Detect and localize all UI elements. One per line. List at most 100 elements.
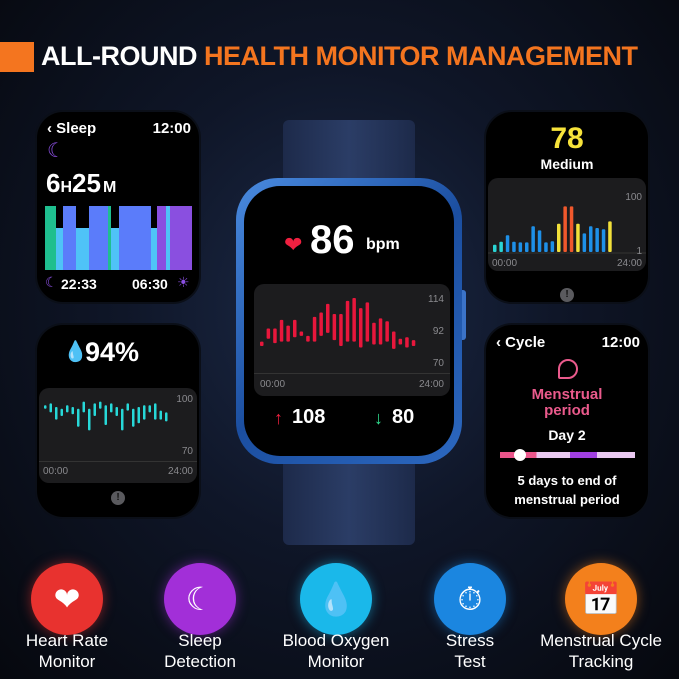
heart-rate-bar: [352, 298, 356, 342]
heart-rate-bar: [385, 321, 389, 342]
sleep-stage-segment: [170, 206, 192, 270]
x-start-label: 00:00: [260, 379, 286, 390]
spo2-bar: [77, 408, 80, 427]
sleep-stage-segment: [111, 228, 120, 270]
cycle-card: ‹ Cycle 12:00 Menstrual period Day 2 5 d…: [486, 325, 648, 517]
spo2-bar: [104, 405, 107, 425]
spo2-bar: [121, 408, 124, 431]
page-title: ALL-ROUND HEALTH MONITOR MANAGEMENT: [41, 41, 638, 72]
x-end-label: 24:00: [418, 379, 444, 390]
wake-time: 06:30: [132, 276, 168, 292]
sleep-stage-segment: [45, 206, 57, 270]
stress-bar: [544, 242, 548, 252]
title-orange: HEALTH MONITOR MANAGEMENT: [204, 41, 638, 71]
droplet-icon: 💧: [316, 581, 356, 617]
heart-rate-bar: [365, 302, 370, 342]
sun-icon: ☀: [177, 274, 190, 290]
heart-icon: ❤: [53, 581, 81, 617]
spo2-bar: [71, 407, 74, 415]
moon-icon: ☾: [185, 581, 215, 617]
spo2-bar: [115, 407, 118, 416]
stress-chart: 100 1 00:00 24:00: [488, 178, 646, 271]
stress-bar: [525, 242, 529, 252]
title-white: ALL-ROUND: [41, 41, 197, 71]
y-min-label: 1: [636, 246, 642, 257]
heart-rate-bar: [306, 335, 310, 342]
sleep-back-button[interactable]: ‹ Sleep: [47, 120, 97, 137]
heart-rate-chart: 114 92 70 00:00 24:00: [254, 284, 450, 396]
stress-bar: [531, 226, 535, 252]
heart-rate-bar: [378, 318, 383, 345]
sleep-duration: 6H25 M: [46, 168, 116, 199]
spo2-bar: [126, 403, 129, 411]
sleep-stage-segment: [56, 228, 63, 270]
stress-bar: [582, 233, 587, 252]
sleep-stage-chart: [45, 206, 192, 270]
heart-rate-bar: [312, 316, 317, 342]
min-heart-rate: 80: [392, 406, 415, 428]
y-mid-label: 92: [432, 326, 444, 337]
spo2-bar: [132, 408, 135, 427]
sleep-card: ‹ Sleep 12:00 ☾ 6H25 M ☾ 22:33 06:30 ☀: [37, 112, 199, 302]
sleep-stage-segment: [151, 228, 157, 270]
y-max-label: 100: [625, 192, 642, 203]
spo2-bar: [143, 405, 146, 420]
info-button[interactable]: !: [111, 491, 125, 505]
sleep-stage-segment: [156, 206, 166, 270]
sleep-stage-segment: [62, 206, 77, 270]
stress-level: Medium: [540, 156, 594, 172]
spo2-bar: [60, 408, 63, 416]
arrow-up-icon: ↑: [274, 408, 283, 428]
cycle-progress-bar: [500, 449, 635, 461]
heart-rate-bar: [293, 319, 297, 338]
feature-label: Blood Oxygen Monitor: [282, 631, 390, 671]
bedtime-moon-icon: ☾: [45, 274, 58, 290]
stress-bar: [512, 241, 516, 252]
stress-bar: [589, 226, 593, 252]
clock-time: 12:00: [601, 334, 640, 351]
heart-rate-unit: bpm: [366, 236, 400, 253]
heart-rate-bars: [260, 298, 416, 349]
clock-time: 12:00: [152, 120, 191, 137]
heart-rate-bar: [405, 337, 409, 348]
cycle-back-button[interactable]: ‹ Cycle: [496, 334, 546, 351]
heart-rate-bar: [392, 331, 396, 349]
y-min-label: 70: [181, 446, 193, 457]
cycle-phase: Menstrual period: [531, 386, 603, 419]
stress-bar: [518, 242, 523, 252]
y-min-label: 70: [432, 358, 444, 369]
heart-rate-bar: [359, 308, 363, 348]
uterus-icon: [558, 359, 578, 379]
x-end-label: 24:00: [167, 466, 193, 477]
spo2-bar: [66, 405, 69, 413]
droplet-feature-badge: 💧: [300, 563, 372, 635]
divider: [254, 373, 450, 374]
stress-bar: [550, 241, 555, 252]
x-end-label: 24:00: [616, 258, 642, 269]
stress-card: 78 Medium 100 1 00:00 24:00 !: [486, 112, 648, 302]
spo2-bar: [165, 412, 168, 422]
stress-bar: [493, 244, 497, 252]
arrow-down-icon: ↓: [374, 408, 383, 428]
stress-bars: [488, 206, 646, 254]
feature-label: Menstrual Cycle Tracking: [540, 631, 662, 671]
spo2-bar: [88, 408, 91, 431]
stress-value: 78: [550, 122, 584, 155]
info-button[interactable]: !: [560, 288, 574, 302]
hours-unit: H: [60, 179, 73, 196]
spo2-value: 94%: [85, 337, 140, 367]
heart-rate-bar: [332, 314, 337, 341]
sleep-stage-segment: [165, 206, 171, 270]
cycle-title: Cycle: [505, 334, 546, 351]
feature-label: Heart Rate Monitor: [25, 631, 109, 671]
divider: [39, 461, 197, 462]
spo2-bar: [55, 407, 58, 420]
stress-bar: [576, 223, 580, 252]
spo2-bar: [44, 405, 47, 409]
stress-bar: [505, 235, 510, 252]
hours-value: 6: [46, 168, 61, 198]
watch-crown: [458, 290, 466, 340]
stress-bar: [563, 206, 567, 252]
spo2-bar: [99, 401, 102, 409]
gauge-icon: ⏱: [457, 581, 483, 617]
